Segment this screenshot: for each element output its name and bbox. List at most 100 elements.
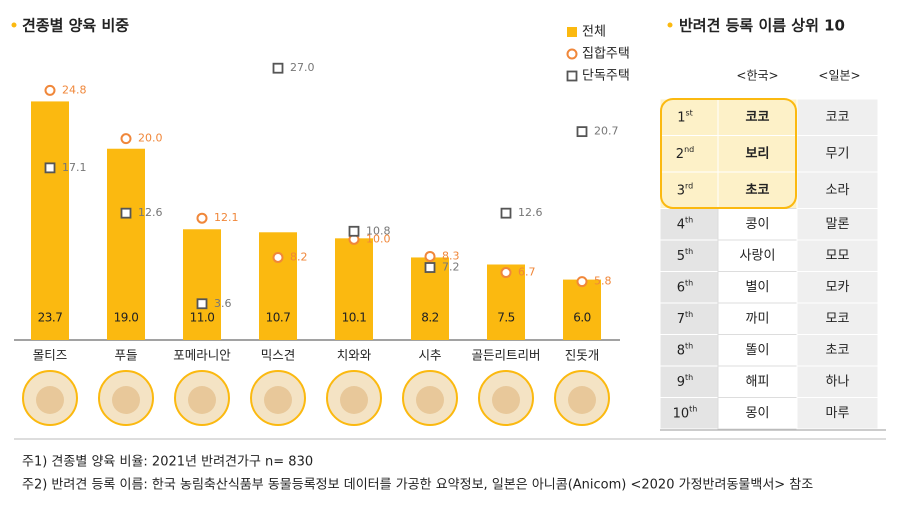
japan-cell xyxy=(796,208,879,241)
rank-cell xyxy=(659,397,719,430)
marker-circle xyxy=(576,276,588,288)
marker-label: 20.7 xyxy=(594,125,619,138)
title-dot xyxy=(667,22,673,28)
korea-cell xyxy=(717,171,798,209)
japan-cell xyxy=(796,334,879,367)
rank: 3rd xyxy=(677,181,694,198)
rank-suffix: st xyxy=(685,108,692,117)
korea-name: 해피 xyxy=(746,374,770,389)
rank-number: 7 xyxy=(677,311,685,326)
rank-cell xyxy=(659,365,719,398)
x-tick-label: 치와와 xyxy=(337,348,372,363)
japan-name: 하나 xyxy=(826,374,850,389)
korea-cell xyxy=(717,334,798,367)
legend-label: 집합주택 xyxy=(582,47,630,62)
bar xyxy=(107,148,145,340)
rank-cell xyxy=(659,208,719,241)
marker-circle xyxy=(120,133,132,145)
japan-cell xyxy=(796,397,879,430)
bar-label: 10.1 xyxy=(342,311,367,325)
japan-name: 모모 xyxy=(826,248,850,263)
korea-name: 코코 xyxy=(746,110,770,125)
korea-name: 초코 xyxy=(746,183,770,198)
table-header: <일본> xyxy=(818,69,860,83)
rank-suffix: th xyxy=(685,246,693,255)
x-tick-label: 몰티즈 xyxy=(33,348,68,363)
japan-cell xyxy=(796,302,879,335)
japan-cell xyxy=(796,271,879,304)
top3-highlight xyxy=(660,98,797,209)
marker-square xyxy=(500,207,512,219)
rank-number: 4 xyxy=(677,217,685,232)
japan-name: 마루 xyxy=(826,406,850,421)
korea-cell xyxy=(717,98,798,136)
rank-suffix: th xyxy=(685,341,693,350)
dog-face xyxy=(568,386,596,414)
korea-name: 똘이 xyxy=(746,343,770,358)
korea-name: 보리 xyxy=(746,145,770,161)
x-tick-label: 포메라니안 xyxy=(173,348,231,363)
bar xyxy=(183,229,221,340)
rank-cell xyxy=(659,334,719,367)
marker-label: 24.8 xyxy=(62,83,87,96)
marker-circle xyxy=(424,250,436,262)
marker-label: 3.6 xyxy=(214,297,232,310)
bar xyxy=(31,101,69,340)
bar-label: 11.0 xyxy=(190,311,215,325)
legend-swatch xyxy=(567,27,577,37)
korea-name: 콩이 xyxy=(746,217,770,232)
chart-title: 견종별 양육 비중 xyxy=(22,17,129,35)
bar xyxy=(335,238,373,340)
rank-suffix: th xyxy=(685,372,693,381)
rank: 4th xyxy=(677,215,694,232)
marker-label: 8.3 xyxy=(442,249,460,262)
marker-label: 20.0 xyxy=(138,132,163,145)
dog-face xyxy=(36,386,64,414)
rank-number: 5 xyxy=(677,248,685,263)
bar xyxy=(259,232,297,340)
marker-square xyxy=(576,126,588,138)
japan-name: 소라 xyxy=(826,183,850,198)
marker-label: 27.0 xyxy=(290,61,315,74)
footnote: 주2) 반려견 등록 이름: 한국 농림축산식품부 동물등록정보 데이터를 가공… xyxy=(22,478,813,493)
marker-label: 12.6 xyxy=(518,206,543,219)
marker-square xyxy=(196,298,208,310)
japan-name: 무기 xyxy=(826,146,850,161)
marker-square xyxy=(272,62,284,74)
rank-number: 8 xyxy=(677,343,685,358)
marker-circle xyxy=(44,84,56,96)
dog-face xyxy=(188,386,216,414)
x-tick-label: 믹스견 xyxy=(261,348,296,363)
bar-label: 10.7 xyxy=(266,311,291,325)
rank-cell xyxy=(659,98,719,136)
korea-name: 몽이 xyxy=(746,406,770,421)
korea-name: 별이 xyxy=(746,280,770,295)
marker-label: 12.6 xyxy=(138,206,163,219)
rank: 7th xyxy=(677,309,694,326)
rank-number: 3 xyxy=(677,183,685,198)
marker-square xyxy=(44,162,56,174)
marker-square xyxy=(348,225,360,237)
dog-face xyxy=(112,386,140,414)
rank: 1st xyxy=(677,108,693,125)
rank: 10th xyxy=(673,404,698,421)
bar-label: 23.7 xyxy=(38,311,63,325)
japan-name: 말론 xyxy=(826,217,850,232)
dog-face xyxy=(492,386,520,414)
legend-label: 전체 xyxy=(582,25,606,40)
rank-suffix: rd xyxy=(685,181,693,190)
marker-label: 10.0 xyxy=(366,232,391,245)
rank: 2nd xyxy=(676,144,694,161)
rank-suffix: th xyxy=(685,309,693,318)
marker-label: 8.2 xyxy=(290,250,308,263)
rank-suffix: th xyxy=(685,215,693,224)
marker-label: 5.8 xyxy=(594,275,612,288)
rank-number: 2 xyxy=(676,146,684,161)
rank-cell xyxy=(659,271,719,304)
rank: 8th xyxy=(677,341,694,358)
bar xyxy=(563,279,601,340)
rank-cell xyxy=(659,302,719,335)
korea-name: 사랑이 xyxy=(740,248,776,263)
marker-label: 7.2 xyxy=(442,261,460,274)
japan-cell xyxy=(796,171,879,209)
